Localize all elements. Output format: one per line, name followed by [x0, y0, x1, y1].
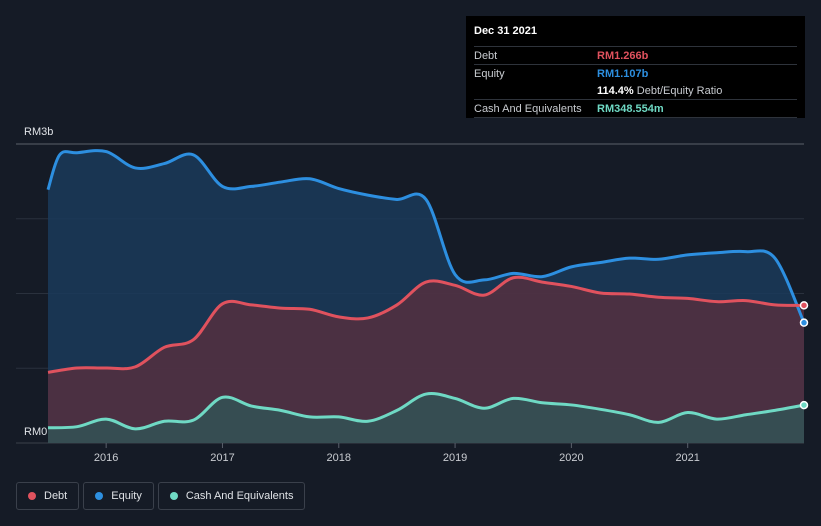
equity-end-point	[799, 318, 809, 327]
cash-and-equivalents-area	[48, 393, 804, 443]
debt-line	[47, 275, 805, 374]
chart-legend: Debt Equity Cash And Equivalents	[16, 482, 309, 510]
chart-end-markers	[799, 301, 809, 410]
legend-item-equity[interactable]: Equity	[83, 482, 154, 510]
x-tick-label: 2018	[327, 452, 351, 464]
tooltip-equity-row: Equity RM1.107b	[474, 64, 797, 82]
tooltip-cash-value: RM348.554m	[597, 102, 664, 115]
legend-item-cash[interactable]: Cash And Equivalents	[157, 482, 306, 510]
plot-edge	[804, 144, 806, 443]
cash-and-equivalents-line	[47, 392, 805, 431]
chart-areas	[48, 150, 804, 443]
x-tick-label: 2020	[559, 452, 583, 464]
legend-debt-label: Debt	[44, 490, 68, 502]
tooltip-equity-label: Equity	[474, 67, 505, 80]
debt-end-point	[799, 301, 809, 310]
data-tooltip: Dec 31 2021 Debt RM1.266b Equity RM1.107…	[466, 16, 805, 118]
chart-lines	[46, 149, 806, 431]
tooltip-cash-row: Cash And Equivalents RM348.554m	[474, 99, 797, 118]
x-tick-label: 2021	[675, 452, 699, 464]
legend-cash-label: Cash And Equivalents	[185, 490, 294, 502]
tooltip-cash-label: Cash And Equivalents	[474, 102, 582, 115]
tooltip-date: Dec 31 2021	[474, 25, 537, 37]
tooltip-ratio-label: Debt/Equity Ratio	[636, 84, 723, 97]
tooltip-ratio-row: 114.4% Debt/Equity Ratio	[474, 82, 797, 99]
x-tick-label: 2016	[94, 452, 118, 464]
y-axis-min-label: RM0	[24, 426, 47, 438]
legend-equity-label: Equity	[111, 490, 142, 502]
tooltip-debt-label: Debt	[474, 49, 498, 62]
y-axis-max-label: RM3b	[24, 126, 53, 138]
debt-legend-dot-icon	[28, 492, 36, 500]
x-axis-ticks: 2016 2017 2018 2019 2020 2021	[94, 443, 700, 464]
tooltip-equity-value: RM1.107b	[597, 67, 649, 80]
equity-line	[46, 149, 806, 324]
tooltip-debt-value: RM1.266b	[597, 49, 649, 62]
x-tick-label: 2017	[210, 452, 234, 464]
equity-legend-dot-icon	[95, 492, 104, 500]
tooltip-debt-row: Debt RM1.266b	[474, 46, 797, 64]
cash-legend-dot-icon	[169, 492, 178, 500]
tooltip-ratio-value: 114.4%	[597, 84, 634, 97]
cash-and-equivalents-end-point	[799, 400, 809, 410]
x-tick-label: 2019	[443, 452, 467, 464]
legend-item-debt[interactable]: Debt	[16, 482, 80, 510]
